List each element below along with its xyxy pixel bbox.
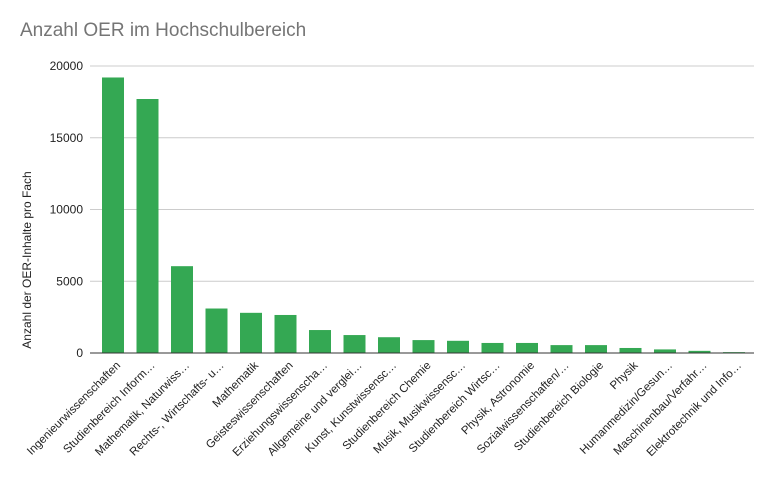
y-tick-labels: 0 5000 10000 15000 20000 [50,59,84,360]
bar [343,335,366,353]
gridlines [90,65,754,282]
bar [654,349,676,353]
bar [585,345,607,353]
bar [481,342,504,353]
bar [240,312,262,353]
y-tick-label: 15000 [50,131,84,145]
bar [136,99,159,353]
bar [550,345,573,353]
bar [688,350,711,353]
bars [102,77,745,353]
y-axis-title: Anzahl der OER-Inhalte pro Fach [20,171,34,348]
bar [274,314,297,353]
bar [309,330,331,353]
bar [447,340,469,353]
bar [102,77,124,353]
y-tick-label: 20000 [50,59,84,73]
y-tick-label: 5000 [56,274,83,288]
bar [412,340,435,353]
x-tick-label: Physik [608,359,641,392]
bar [619,347,642,353]
bar [171,266,193,353]
y-tick-label: 0 [76,346,83,360]
bar [516,342,538,353]
chart-title: Anzahl OER im Hochschulbereich [20,20,307,41]
bar [378,337,400,353]
y-tick-label: 10000 [50,203,84,217]
bar [205,308,228,353]
